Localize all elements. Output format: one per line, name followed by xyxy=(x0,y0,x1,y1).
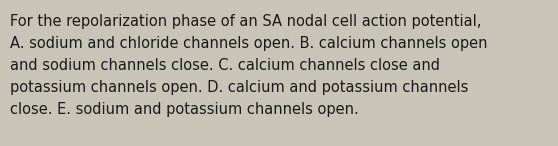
Text: close. E. sodium and potassium channels open.: close. E. sodium and potassium channels … xyxy=(10,102,359,117)
Text: and sodium channels close. C. calcium channels close and: and sodium channels close. C. calcium ch… xyxy=(10,58,440,73)
Text: potassium channels open. D. calcium and potassium channels: potassium channels open. D. calcium and … xyxy=(10,80,468,95)
Text: For the repolarization phase of an SA nodal cell action potential,: For the repolarization phase of an SA no… xyxy=(10,14,482,29)
Text: A. sodium and chloride channels open. B. calcium channels open: A. sodium and chloride channels open. B.… xyxy=(10,36,488,51)
